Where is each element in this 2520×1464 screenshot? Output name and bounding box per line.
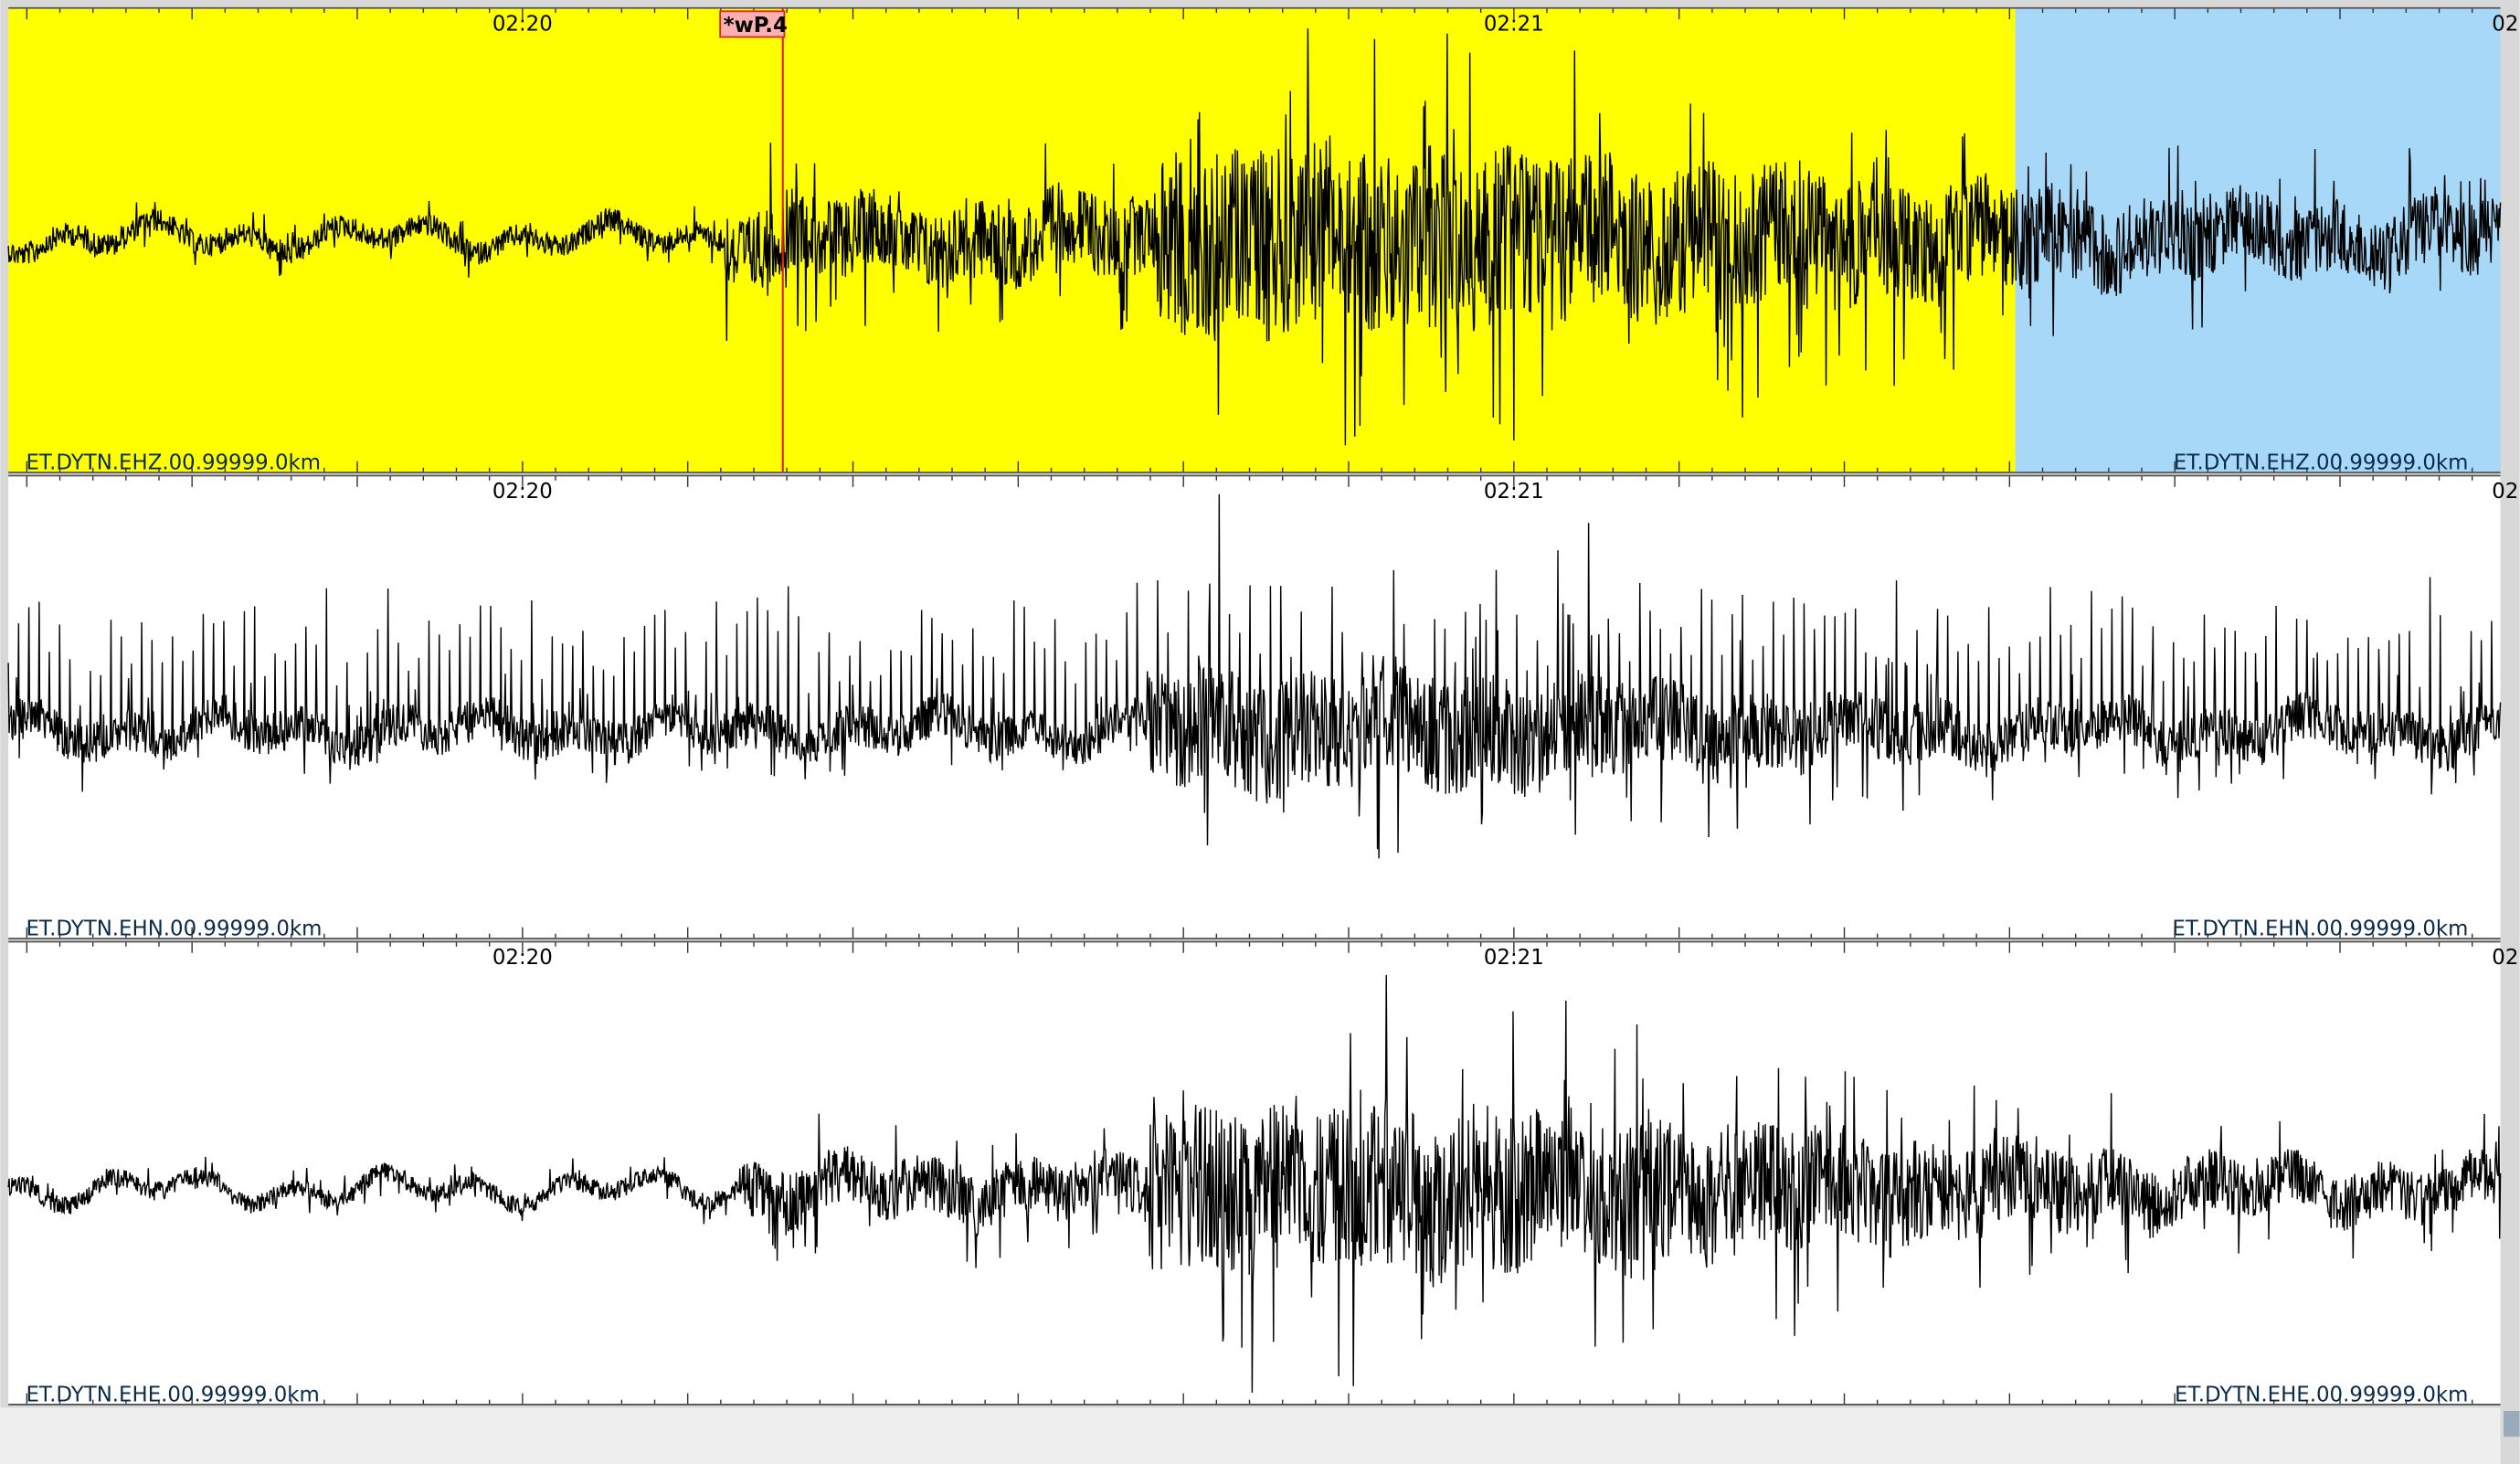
station-label: ET.DYTN.EHE.00.99999.0km	[26, 1383, 319, 1406]
waveform	[7, 493, 2502, 859]
pick-label-box	[719, 10, 786, 38]
time-label: 02	[2492, 946, 2518, 970]
trace-panel: 02:20 02:21 02 ET.DYTN.EHE.00.99999.0km ET.D…	[7, 940, 2518, 1406]
time-label: 02:21	[1484, 946, 1544, 970]
trace-panel: 02:20 02:21 02 ET.DYTN.EHN.00.99999.0km ET.D…	[7, 474, 2518, 940]
waveform	[7, 974, 2502, 1393]
time-label: 02:21	[1484, 480, 1544, 504]
trace-panel: 02:20 02:21 02 ET.DYTN.EHZ.00.99999.0km ET.D…	[7, 6, 2518, 474]
pick-label: *wP.4	[724, 14, 788, 37]
status-bar	[0, 1407, 2501, 1464]
station-label: ET.DYTN.EHZ.00.99999.0km	[26, 451, 321, 474]
station-label: ET.DYTN.EHE.00.99999.0km	[2175, 1383, 2468, 1406]
resize-icon[interactable]	[2504, 1410, 2520, 1437]
time-label: 02	[2492, 480, 2518, 504]
waveform	[7, 28, 2502, 446]
station-label: ET.DYTN.EHN.00.99999.0km	[26, 917, 322, 940]
time-label: 02:20	[492, 12, 553, 36]
station-label: ET.DYTN.EHZ.00.99999.0km	[2174, 451, 2469, 474]
time-label: 02:20	[492, 946, 553, 970]
time-label: 02:21	[1484, 12, 1544, 36]
station-label: ET.DYTN.EHN.00.99999.0km	[2172, 917, 2468, 940]
time-label: 02	[2492, 12, 2518, 36]
time-label: 02:20	[492, 480, 553, 504]
